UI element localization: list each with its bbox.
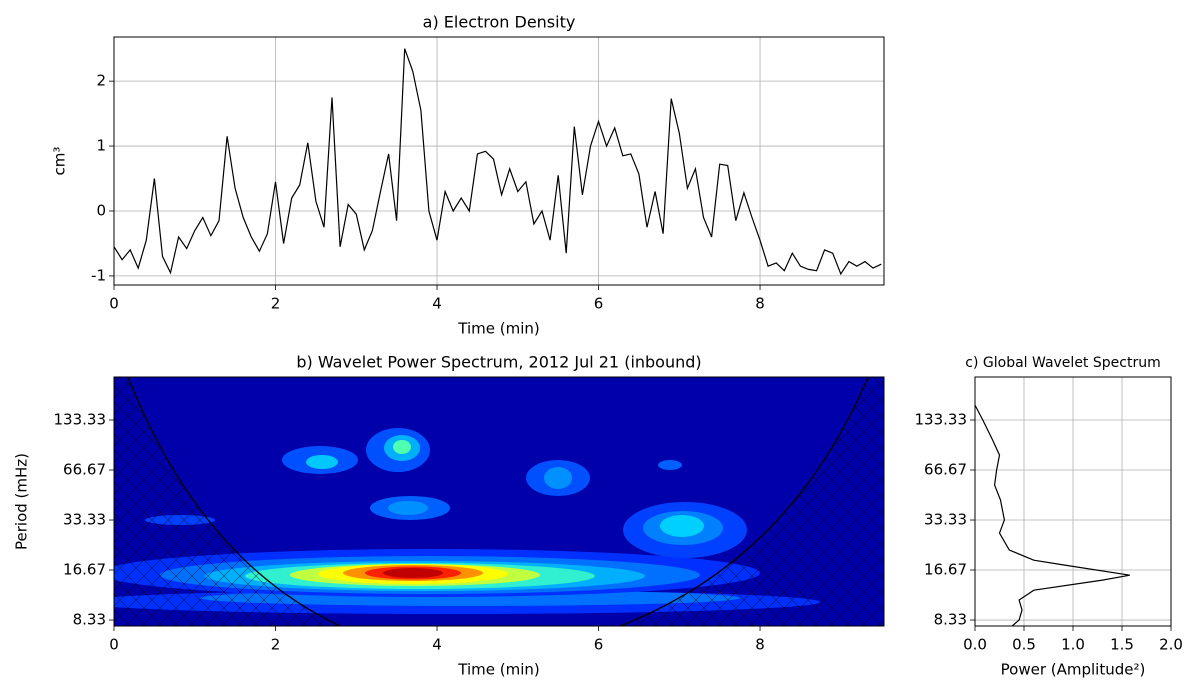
x-axis-label: Power (Amplitude²) bbox=[1001, 661, 1146, 679]
y-tick-label: 8.33 bbox=[73, 611, 106, 629]
x-tick-label: 0.5 bbox=[1012, 636, 1036, 654]
y-tick-label: 8.33 bbox=[934, 611, 967, 629]
plot-frame bbox=[113, 376, 885, 627]
x-tick-label: 2.0 bbox=[1159, 636, 1183, 654]
x-tick-label: 1.0 bbox=[1061, 636, 1085, 654]
y-axis-label: Period (mHz) bbox=[13, 453, 31, 550]
contour-band bbox=[383, 568, 443, 578]
y-tick-label: 1 bbox=[96, 137, 106, 155]
x-tick-label: 2 bbox=[271, 636, 281, 654]
contour-band bbox=[658, 460, 682, 470]
cone-hatch bbox=[114, 377, 340, 626]
x-axis-label: Time (min) bbox=[457, 661, 539, 679]
x-tick-label: 2 bbox=[271, 295, 281, 313]
cone-hatch bbox=[620, 377, 884, 626]
y-axis-label: cm³ bbox=[51, 147, 69, 176]
x-tick-label: 0 bbox=[109, 295, 119, 313]
x-tick-label: 6 bbox=[594, 636, 604, 654]
chart-title: c) Global Wavelet Spectrum bbox=[965, 355, 1160, 371]
x-tick-label: 6 bbox=[594, 295, 604, 313]
y-tick-label: 0 bbox=[96, 201, 106, 219]
x-tick-label: 4 bbox=[432, 295, 442, 313]
x-tick-label: 8 bbox=[755, 295, 765, 313]
contour-band bbox=[544, 467, 572, 489]
y-tick-label: 16.67 bbox=[924, 560, 967, 578]
plot-frame bbox=[974, 376, 1172, 627]
chart-title: a) Electron Density bbox=[423, 13, 576, 32]
data-line bbox=[113, 48, 882, 276]
y-tick-label: 66.67 bbox=[924, 461, 967, 479]
cone-of-influence bbox=[127, 377, 869, 626]
chart-title: b) Wavelet Power Spectrum, 2012 Jul 21 (… bbox=[296, 353, 701, 372]
y-tick-label: 33.33 bbox=[63, 511, 106, 529]
contour-band bbox=[393, 440, 411, 454]
x-tick-label: 4 bbox=[432, 636, 442, 654]
contour-band bbox=[660, 515, 704, 537]
y-tick-label: 16.67 bbox=[63, 560, 106, 578]
plot-frame bbox=[113, 36, 885, 286]
wavelet-contour bbox=[114, 377, 884, 626]
contour-band bbox=[306, 455, 338, 469]
x-tick-label: 0 bbox=[109, 636, 119, 654]
y-tick-label: 33.33 bbox=[924, 511, 967, 529]
y-tick-label: 133.33 bbox=[915, 411, 968, 429]
y-tick-label: 133.33 bbox=[54, 411, 107, 429]
data-line bbox=[974, 404, 1130, 627]
x-tick-label: 0.0 bbox=[963, 636, 987, 654]
y-tick-label: -1 bbox=[91, 266, 106, 284]
contour-band bbox=[388, 501, 428, 515]
x-axis-label: Time (min) bbox=[457, 320, 539, 338]
x-tick-label: 1.5 bbox=[1110, 636, 1134, 654]
x-tick-label: 8 bbox=[755, 636, 765, 654]
y-tick-label: 66.67 bbox=[63, 461, 106, 479]
y-tick-label: 2 bbox=[96, 72, 106, 90]
